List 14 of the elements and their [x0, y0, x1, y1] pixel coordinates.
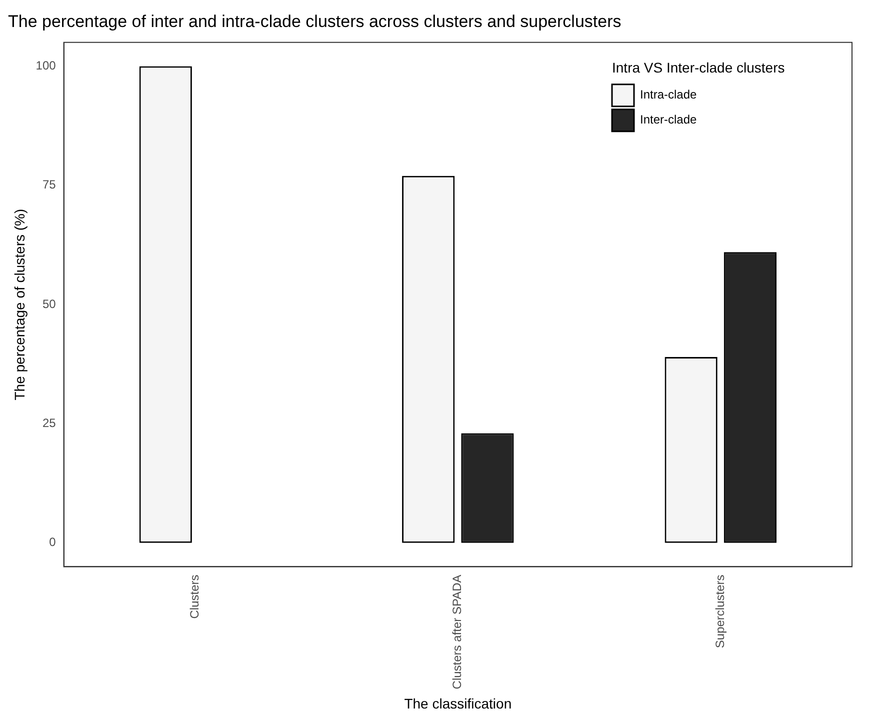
x-tick-label: Clusters: [187, 574, 202, 619]
y-tick-label: 100: [36, 58, 56, 73]
y-axis-title: The percentage of clusters (%): [11, 208, 28, 400]
chart-title: The percentage of inter and intra-clade clusters across clusters and superclusters: [8, 12, 622, 31]
y-tick-label: 25: [42, 416, 56, 430]
x-axis-title: The classification: [404, 695, 512, 712]
legend-label: Inter-clade: [640, 112, 698, 127]
legend-title: Intra VS Inter-clade clusters: [612, 59, 785, 76]
legend-label: Intra-clade: [640, 88, 698, 102]
y-tick-label: 0: [49, 535, 56, 550]
y-tick-label: 75: [42, 178, 56, 192]
x-tick-label: Clusters after SPADA: [450, 574, 464, 690]
x-tick-label: Superclusters: [712, 574, 727, 648]
y-tick-label: 50: [42, 296, 56, 311]
